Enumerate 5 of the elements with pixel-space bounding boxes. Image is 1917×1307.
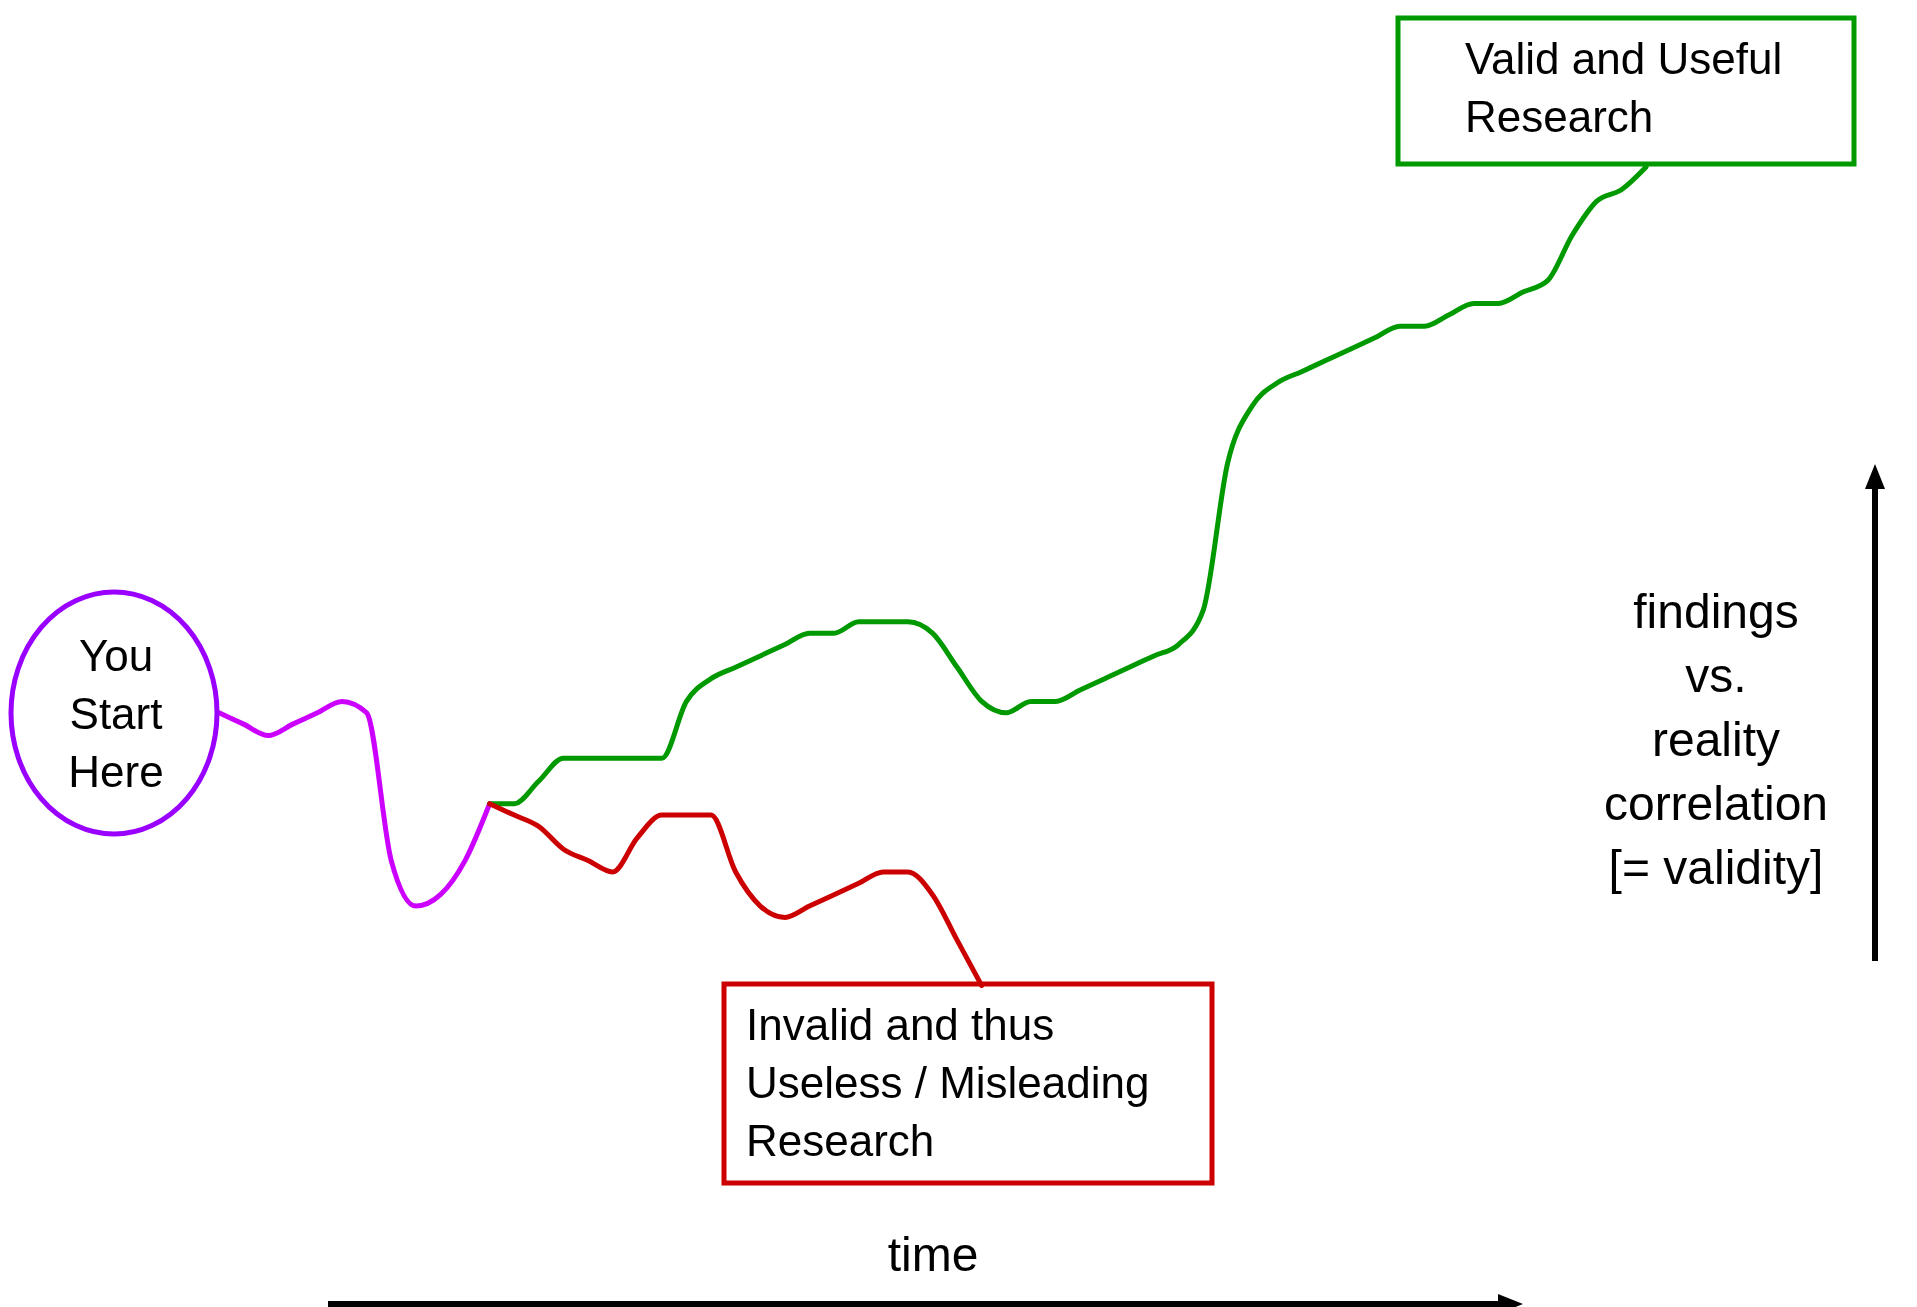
text: Valid and Useful Research: [1465, 34, 1783, 141]
annotation: Invalid and thus Useless / Misleading Research: [746, 1000, 1150, 1165]
y-axis-title: findings vs. reality correlation [= validity]: [1603, 585, 1829, 894]
text: You Start Here: [68, 631, 164, 796]
x-axis-title: time: [887, 1228, 979, 1281]
